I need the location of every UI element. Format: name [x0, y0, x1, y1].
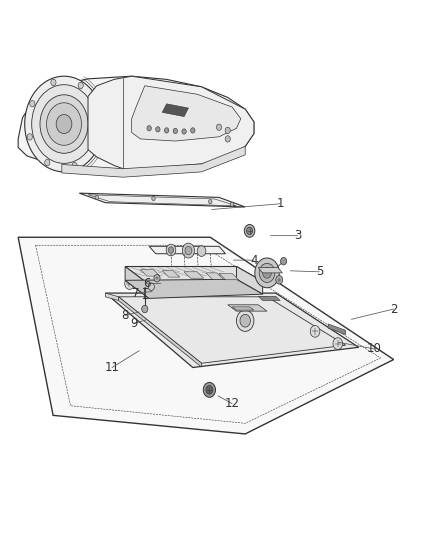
Circle shape: [232, 278, 241, 289]
Polygon shape: [18, 76, 254, 169]
Circle shape: [182, 129, 186, 134]
Circle shape: [237, 310, 254, 332]
Circle shape: [255, 258, 279, 288]
Circle shape: [56, 115, 72, 134]
Text: 11: 11: [105, 361, 120, 374]
Text: 8: 8: [121, 309, 129, 322]
Circle shape: [244, 224, 255, 237]
Polygon shape: [79, 193, 245, 207]
Circle shape: [27, 134, 32, 140]
Circle shape: [210, 278, 219, 289]
Circle shape: [25, 76, 103, 172]
Circle shape: [191, 128, 195, 133]
Circle shape: [225, 136, 230, 142]
Circle shape: [125, 278, 134, 289]
Polygon shape: [219, 273, 239, 280]
Circle shape: [216, 124, 222, 131]
Polygon shape: [125, 266, 263, 285]
Circle shape: [166, 244, 176, 256]
Polygon shape: [184, 272, 204, 278]
Circle shape: [95, 195, 99, 199]
Circle shape: [206, 385, 213, 394]
Circle shape: [263, 268, 272, 278]
Circle shape: [333, 338, 343, 350]
Circle shape: [95, 108, 101, 115]
Text: 7: 7: [132, 287, 140, 300]
Text: 1: 1: [276, 197, 284, 211]
Circle shape: [225, 127, 230, 134]
Circle shape: [78, 82, 83, 88]
Circle shape: [182, 243, 194, 258]
Polygon shape: [228, 305, 267, 311]
Text: 12: 12: [225, 397, 240, 410]
Polygon shape: [237, 266, 263, 294]
Circle shape: [72, 163, 77, 169]
Text: 9: 9: [130, 317, 138, 330]
Circle shape: [276, 276, 283, 284]
Polygon shape: [258, 268, 283, 273]
Polygon shape: [106, 293, 119, 301]
Polygon shape: [206, 273, 223, 279]
Text: 2: 2: [390, 303, 397, 316]
Polygon shape: [132, 86, 241, 141]
Circle shape: [45, 159, 50, 166]
Circle shape: [152, 196, 155, 200]
Circle shape: [197, 246, 206, 256]
Polygon shape: [162, 104, 188, 117]
Circle shape: [154, 274, 160, 282]
Circle shape: [148, 283, 154, 290]
Polygon shape: [141, 270, 160, 276]
Circle shape: [168, 247, 173, 253]
Circle shape: [183, 278, 192, 289]
Polygon shape: [232, 307, 254, 310]
Polygon shape: [125, 279, 263, 298]
Circle shape: [208, 199, 212, 204]
Circle shape: [185, 246, 192, 255]
Circle shape: [40, 95, 88, 154]
Polygon shape: [88, 76, 254, 169]
Circle shape: [281, 257, 287, 265]
Circle shape: [203, 382, 215, 397]
Circle shape: [30, 101, 35, 107]
Polygon shape: [119, 297, 201, 367]
Circle shape: [93, 141, 98, 148]
Polygon shape: [162, 271, 180, 277]
Polygon shape: [258, 296, 280, 301]
Polygon shape: [328, 324, 346, 335]
Circle shape: [173, 128, 177, 134]
Circle shape: [310, 326, 320, 337]
Text: 6: 6: [143, 277, 151, 290]
Circle shape: [142, 305, 148, 313]
Circle shape: [240, 314, 251, 327]
Circle shape: [153, 278, 162, 289]
Circle shape: [230, 202, 234, 206]
Circle shape: [46, 103, 81, 146]
Polygon shape: [125, 266, 149, 298]
Polygon shape: [106, 293, 359, 368]
Text: 3: 3: [294, 229, 301, 242]
Circle shape: [51, 79, 56, 86]
Circle shape: [164, 128, 169, 133]
Circle shape: [155, 127, 160, 132]
Text: 5: 5: [316, 265, 323, 278]
Polygon shape: [149, 246, 226, 254]
Text: 10: 10: [367, 342, 381, 356]
Circle shape: [247, 227, 253, 235]
Circle shape: [259, 263, 275, 282]
Text: 4: 4: [250, 254, 258, 266]
Circle shape: [147, 126, 151, 131]
Circle shape: [32, 85, 96, 164]
Polygon shape: [62, 147, 245, 177]
Polygon shape: [18, 237, 394, 434]
